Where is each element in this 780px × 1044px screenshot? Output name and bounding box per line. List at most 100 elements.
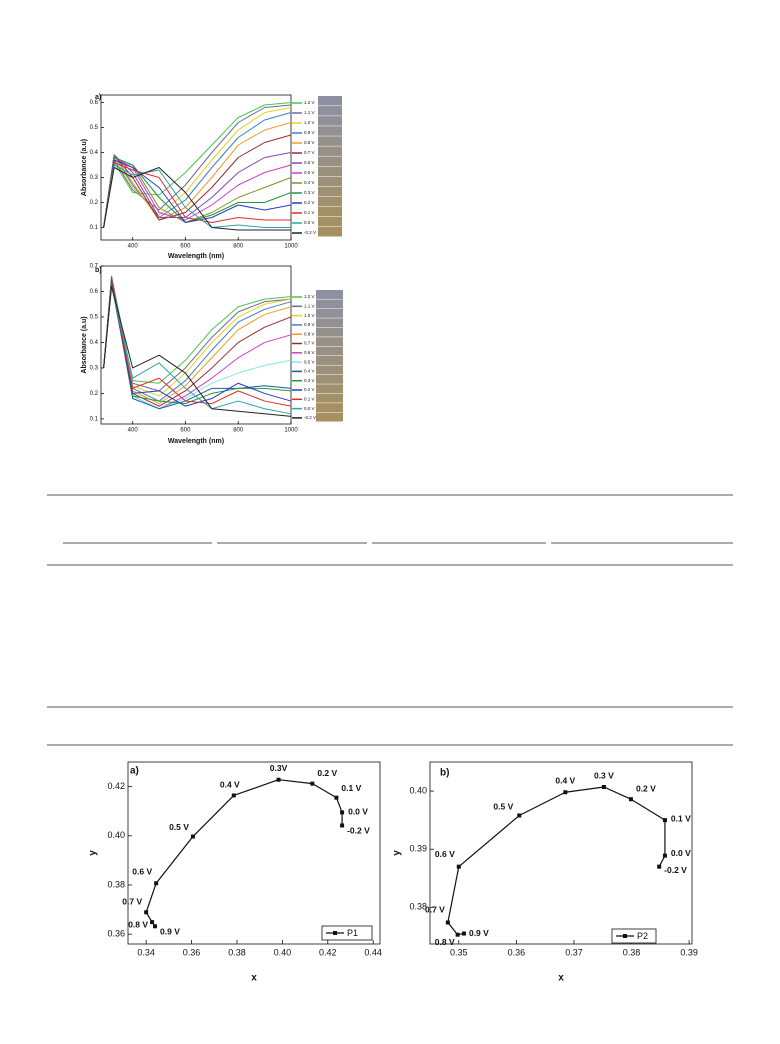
legend-label: 0.9 V [304,322,315,327]
legend-label: 1.1 V [304,110,315,115]
y-tick-label: 0.36 [107,929,125,939]
legend-label: 0.6 V [304,350,315,355]
legend-label: 0.4 V [304,369,315,374]
legend-label: 1.0 V [304,120,315,125]
data-point [154,881,159,886]
legend-label: 1.0 V [304,313,315,318]
x-tick-label: 0.40 [274,947,292,957]
y-tick-label: 0.5 [90,315,99,321]
color-swatch [316,337,343,347]
y-axis-label: Absorbance (a.u) [81,139,88,196]
point-label: 0.7 V [122,897,142,907]
y-tick-label: 0.38 [409,902,427,912]
point-label: 0.2 V [636,783,656,793]
data-point [310,781,315,786]
legend-marker [333,931,337,935]
data-point [455,932,460,937]
plot-frame [127,761,381,945]
y-axis-label: Absorbance (a.u) [81,316,88,373]
point-label: 0.4 V [220,780,240,790]
y-tick-label: 0.42 [107,781,125,791]
series-line [103,285,292,415]
y-tick-label: 0.3 [90,175,99,181]
x-tick-label: 0.42 [319,947,337,957]
data-point [150,920,155,925]
point-label: 0.2 V [317,768,337,778]
legend-label: 1.2 V [304,100,315,105]
legend-label: -0.2 V [304,230,316,235]
x-tick-label: 0.38 [228,947,246,957]
x-tick-label: 0.37 [565,947,583,957]
y-tick-label: 0.2 [90,200,99,206]
point-label: 0.6 V [132,867,152,877]
data-point [231,793,236,798]
y-tick-label: 0.4 [90,150,99,156]
data-point [662,853,667,858]
x-tick-label: 400 [128,428,139,434]
series-line [447,786,666,936]
color-swatch [318,106,342,116]
color-swatch [318,136,342,146]
point-label: 0.6 V [435,849,455,859]
data-point [517,813,522,818]
y-tick-label: 0.2 [90,391,99,397]
point-label: 0.7 V [425,905,445,915]
series-line [103,159,292,228]
point-label: 0.1 V [671,813,691,823]
color-swatch [316,365,343,375]
legend-label: 0.7 V [304,341,315,346]
data-point [276,777,281,782]
legend-marker [623,934,627,938]
plot-frame [100,94,292,241]
color-swatch [318,186,342,197]
legend-label: 0.0 V [304,406,315,411]
series-line [145,779,343,927]
color-swatch [318,116,342,126]
point-label: 0.0 V [671,848,691,858]
panel-label: b) [95,267,102,274]
series-line [103,102,292,228]
legend-label: 0.1 V [304,210,315,215]
x-tick-label: 400 [128,244,139,250]
point-label: 0.3 V [594,770,614,780]
legend-label: -0.2 V [304,415,316,420]
color-swatch [318,226,342,237]
color-swatch [316,403,343,413]
color-swatch [318,176,342,187]
color-swatch [318,96,342,106]
point-label: 0.9 V [160,927,180,937]
color-swatch [318,166,342,177]
plot-frame [100,265,292,425]
legend-label: 1.1 V [304,303,315,308]
legend-label: 0.2 V [304,200,315,205]
color-swatch [316,290,343,299]
point-label: -0.2 V [664,865,687,875]
y-tick-label: 0.5 [90,125,99,131]
y-tick-label: 0.6 [90,100,99,106]
data-point [461,931,466,936]
data-point [628,797,633,802]
color-swatch [316,356,343,365]
legend-label: 0.9 V [304,130,315,135]
panel-label: b) [440,768,449,779]
color-swatch [316,374,343,384]
legend-label: 0.1 V [304,396,315,401]
point-label: 0.3V [270,763,288,773]
data-point [456,864,461,869]
legend-label: 0.5 V [304,170,315,175]
x-tick-label: 1000 [284,244,298,250]
color-swatch [316,393,343,403]
x-tick-label: 800 [233,428,244,434]
color-swatch [318,156,342,166]
x-tick-label: 0.38 [623,947,641,957]
panel-label: a) [130,766,139,777]
series-line [103,162,291,228]
legend-label: 0.4 V [304,180,315,185]
point-label: 0.5 V [169,822,189,832]
legend-label: 0.8 V [304,331,315,336]
color-swatch [318,216,342,227]
color-swatch [318,196,342,207]
y-tick-label: 0.6 [90,289,99,295]
color-swatch [318,126,342,136]
y-tick-label: 0.1 [90,416,99,422]
